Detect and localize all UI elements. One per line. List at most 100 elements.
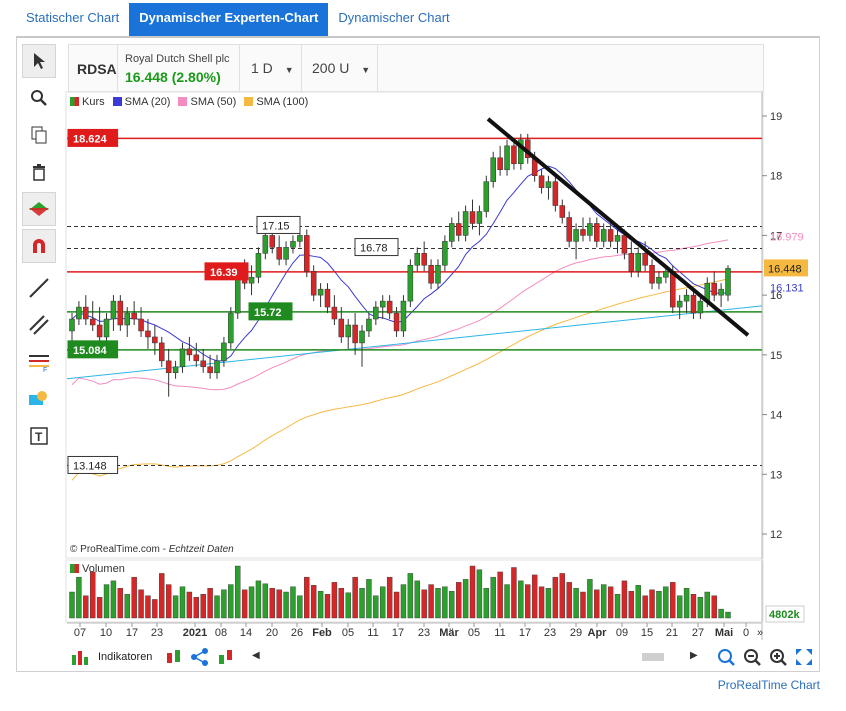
volume-bar: [635, 585, 641, 619]
magnifier-icon: [31, 90, 47, 106]
fullscreen-icon[interactable]: [794, 647, 814, 667]
scroll-left-icon[interactable]: ◀: [252, 650, 260, 661]
level-label-1715: 17.15: [262, 220, 290, 232]
symbol[interactable]: RDSA: [77, 61, 117, 77]
share-icon[interactable]: [190, 647, 210, 667]
level-label-18624-box: [67, 128, 119, 147]
y-tick-label: 13: [770, 469, 782, 481]
shapes-icon: [29, 391, 47, 405]
volume-bar: [649, 589, 655, 619]
x-tick-label: 05: [468, 627, 480, 639]
zoom-in-icon[interactable]: [768, 647, 788, 667]
volume-bar: [145, 595, 151, 619]
header-separator: [239, 45, 240, 91]
candle: [138, 318, 144, 332]
chart-type-icon[interactable]: [216, 647, 236, 667]
magnet-tool-button[interactable]: [22, 229, 56, 263]
candle: [373, 306, 379, 320]
scroll-right-icon[interactable]: ▶: [690, 650, 698, 661]
candle: [718, 288, 724, 296]
candle: [600, 229, 607, 242]
candle: [262, 235, 269, 254]
volume-bar: [366, 579, 372, 619]
candle: [683, 294, 690, 302]
x-tick-label: 26: [291, 627, 303, 639]
prorealtime-link[interactable]: ProRealTime Chart: [717, 678, 820, 692]
interval-dropdown[interactable]: 1 D ▼: [251, 60, 294, 76]
x-tick-label: 17: [392, 627, 404, 639]
company-name: Royal Dutch Shell plc: [125, 53, 230, 65]
cursor-tool-button[interactable]: [22, 44, 56, 78]
sma20-line: [71, 165, 729, 362]
volume-bar: [117, 588, 124, 619]
volume-bar: [304, 576, 310, 619]
shape-tool-button[interactable]: [22, 382, 56, 416]
volume-bar: [476, 569, 483, 619]
candle: [221, 342, 227, 362]
line-tool-button[interactable]: [22, 271, 56, 305]
copy-icon: [31, 126, 47, 144]
delete-tool-button[interactable]: [22, 155, 56, 189]
candle: [393, 312, 400, 332]
level-label-13148: 13.148: [73, 460, 107, 472]
volume-bar: [428, 584, 434, 619]
zoom-tool-button[interactable]: [22, 81, 56, 115]
scrollbar-thumb[interactable]: [642, 653, 664, 661]
units-dropdown[interactable]: 200 U ▼: [312, 60, 370, 76]
volume-bar: [407, 573, 414, 619]
legend-item[interactable]: SMA (20): [112, 96, 170, 108]
candle: [690, 294, 697, 314]
candle: [103, 318, 110, 338]
level-label-1678-box: [354, 238, 399, 257]
volume-bar: [241, 589, 248, 619]
legend-item[interactable]: Kurs: [70, 96, 105, 108]
volume-bar: [290, 586, 296, 619]
candle: [663, 271, 669, 278]
zoom-out-icon[interactable]: [742, 647, 762, 667]
sma100-line: [71, 278, 729, 481]
x-tick-label: 17: [519, 627, 531, 639]
candle: [352, 324, 358, 344]
bottom-toolbar: Indikatoren ◀ ▶: [66, 644, 818, 670]
volume-bar: [255, 580, 262, 619]
candle: [172, 366, 179, 374]
x-tick-label: 09: [616, 627, 628, 639]
candle: [124, 312, 130, 326]
level-label-1639: 16.39: [210, 267, 238, 279]
volume-bar: [725, 611, 731, 619]
fibonacci-tool-button[interactable]: F: [22, 345, 56, 379]
x-tick-label: 20: [266, 627, 278, 639]
candle: [552, 181, 559, 206]
copy-tool-button[interactable]: [22, 118, 56, 152]
volume-bar: [269, 588, 275, 619]
volume-bar: [221, 589, 227, 619]
volume-bar: [248, 586, 255, 619]
tab-dynamic-chart[interactable]: Dynamischer Chart: [338, 10, 450, 25]
volume-bar: [131, 576, 137, 619]
indicators-icon[interactable]: [70, 647, 96, 669]
zoom-fit-icon[interactable]: [716, 647, 736, 667]
candle: [545, 181, 552, 188]
tab-dynamic-expert-chart[interactable]: Dynamischer Experten-Chart: [129, 3, 329, 37]
volume-bar: [200, 594, 206, 619]
volume-bar: [518, 580, 524, 619]
volume-bar: [683, 588, 690, 619]
volume-bar: [670, 582, 676, 619]
volume-legend[interactable]: Volumen: [70, 563, 125, 575]
drawing-toolbar: F T: [22, 44, 60, 456]
candle: [283, 247, 289, 260]
legend-item[interactable]: SMA (50): [178, 96, 236, 108]
legend-item[interactable]: SMA (100): [244, 96, 308, 108]
volume-bar: [414, 580, 420, 619]
indicators-button[interactable]: Indikatoren: [98, 651, 153, 663]
candles-icon[interactable]: [164, 647, 184, 667]
channel-tool-button[interactable]: [22, 308, 56, 342]
trend-arrows-icon: [29, 202, 49, 216]
candle: [96, 324, 103, 338]
tab-static-chart[interactable]: Statischer Chart: [26, 10, 120, 25]
trend-tool-button[interactable]: [22, 192, 56, 226]
text-tool-button[interactable]: T: [22, 419, 56, 453]
volume-bar: [228, 584, 234, 619]
candle: [228, 312, 234, 344]
